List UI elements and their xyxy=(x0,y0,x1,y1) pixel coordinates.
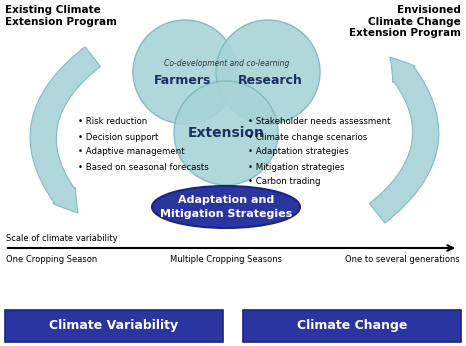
Text: • Mitigation strategies: • Mitigation strategies xyxy=(248,163,344,172)
Text: Existing Climate
Extension Program: Existing Climate Extension Program xyxy=(5,5,117,27)
Text: Research: Research xyxy=(238,73,302,86)
Text: Co-development and co-learning: Co-development and co-learning xyxy=(164,60,289,69)
FancyArrowPatch shape xyxy=(30,47,100,213)
Text: Extension: Extension xyxy=(187,126,264,140)
Text: • Based on seasonal forecasts: • Based on seasonal forecasts xyxy=(78,163,209,172)
Text: • Stakeholder needs assessment: • Stakeholder needs assessment xyxy=(248,118,391,127)
Text: One Cropping Season: One Cropping Season xyxy=(6,255,97,264)
Text: One to several generations: One to several generations xyxy=(345,255,460,264)
FancyArrowPatch shape xyxy=(370,57,439,223)
Text: Scale of climate variability: Scale of climate variability xyxy=(6,234,117,243)
Text: Multiple Cropping Seasons: Multiple Cropping Seasons xyxy=(170,255,282,264)
Text: • Decision support: • Decision support xyxy=(78,133,158,142)
Circle shape xyxy=(133,20,237,124)
Text: • Climate change scenarios: • Climate change scenarios xyxy=(248,133,367,142)
Text: • Adaptation strategies: • Adaptation strategies xyxy=(248,147,349,156)
Text: Adaptation and
Mitigation Strategies: Adaptation and Mitigation Strategies xyxy=(160,195,292,219)
Text: Envisioned
Climate Change
Extension Program: Envisioned Climate Change Extension Prog… xyxy=(349,5,461,38)
Text: Farmers: Farmers xyxy=(154,73,212,86)
Text: Climate Change: Climate Change xyxy=(297,319,407,333)
Text: • Carbon trading: • Carbon trading xyxy=(248,177,321,186)
Circle shape xyxy=(216,20,320,124)
Text: • Adaptive management: • Adaptive management xyxy=(78,147,185,156)
FancyBboxPatch shape xyxy=(5,310,223,342)
Circle shape xyxy=(174,81,278,185)
Ellipse shape xyxy=(152,186,300,228)
Text: Climate Variability: Climate Variability xyxy=(49,319,178,333)
Text: • Risk reduction: • Risk reduction xyxy=(78,118,147,127)
FancyBboxPatch shape xyxy=(243,310,461,342)
